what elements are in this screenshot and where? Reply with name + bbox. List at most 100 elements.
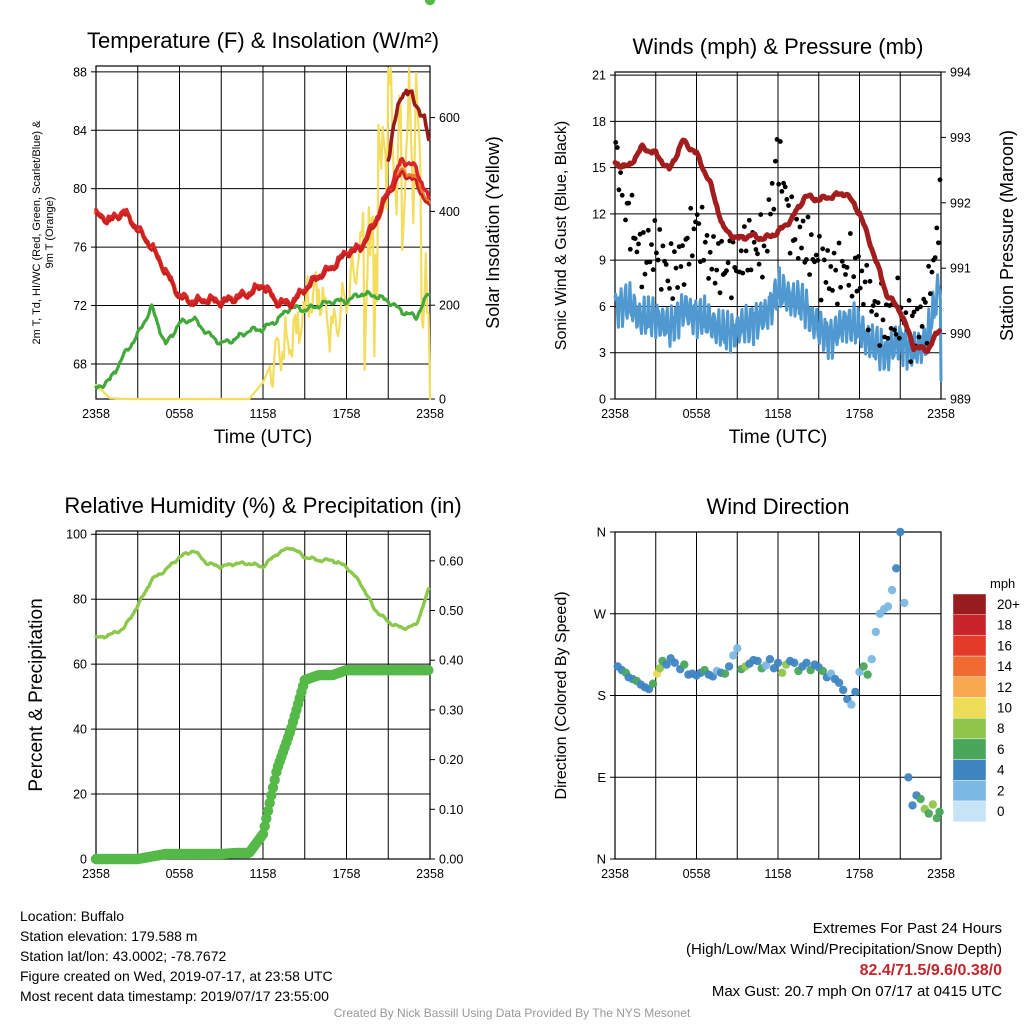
x-axis-label: Time (UTC) [214, 427, 313, 448]
x-tick-label: 0558 [683, 867, 711, 881]
x-tick-label: 1158 [250, 867, 277, 881]
gust-point [667, 286, 672, 291]
gust-point [740, 270, 746, 276]
gust-point [926, 263, 931, 269]
y-tick-label: 60 [73, 658, 87, 672]
gust-point [875, 300, 881, 306]
gust-point [776, 181, 782, 187]
direction-point [887, 585, 897, 595]
wind-direction-panel: 2358 0558 1158 1758 2358 Wind Direction N E S W N D… [553, 494, 1020, 881]
y2-tick-label: 992 [950, 196, 971, 210]
x-tick-label: 1758 [846, 407, 874, 421]
gust-point [830, 288, 835, 293]
direction-point [904, 773, 913, 782]
direction-point [883, 602, 893, 611]
legend-label: 10 [997, 701, 1012, 716]
gust-point [707, 249, 713, 255]
gust-point [820, 246, 826, 252]
gust-point [795, 256, 801, 261]
legend-swatch [952, 738, 987, 760]
direction-point [935, 807, 944, 816]
legend-swatch [952, 800, 987, 822]
x-axis-label: Time (UTC) [729, 427, 828, 448]
gust-point [786, 203, 791, 208]
gust-point [800, 218, 806, 224]
y-tick-label: 0 [599, 393, 606, 407]
y2-tick-label: 0.50 [439, 604, 463, 618]
gust-point [934, 225, 940, 231]
gust-point [665, 278, 671, 284]
station-info: Location: Buffalo Station elevation: 179… [20, 906, 333, 1006]
extremes-title: Extremes For Past 24 Hours [812, 920, 1002, 937]
gust-point [874, 312, 879, 318]
direction-point [765, 655, 775, 664]
gust-point [689, 253, 695, 259]
gust-point [645, 227, 651, 233]
y2-tick-label: 200 [439, 299, 460, 313]
y-tick-label: S [597, 688, 606, 703]
legend-label: 4 [997, 763, 1005, 778]
y-tick-label: 76 [73, 241, 87, 255]
extremes-box: Extremes For Past 24 Hours (High/Low/Max… [686, 918, 1002, 1002]
gust-point [764, 248, 770, 254]
gust-point [714, 267, 720, 273]
gust-point [694, 212, 700, 218]
gust-point [923, 300, 928, 305]
direction-point [851, 687, 860, 697]
direction-point [908, 801, 917, 810]
gust-point [652, 218, 658, 223]
gust-point [792, 237, 798, 242]
y-tick-label: N [597, 525, 606, 540]
gust-point [880, 317, 886, 323]
gust-point [641, 230, 646, 235]
legend-label: 14 [997, 659, 1013, 674]
direction-point [924, 809, 933, 818]
gust-point [743, 248, 749, 254]
x-tick-label: 2358 [927, 867, 955, 881]
gust-point [650, 267, 656, 273]
gust-point [680, 243, 685, 249]
y2-axis-label: Solar Insolation (Yellow) [483, 136, 503, 328]
direction-point [867, 655, 876, 664]
gust-point [709, 266, 715, 272]
gust-point [846, 282, 852, 288]
legend-label: 18 [997, 618, 1012, 633]
gust-point [729, 295, 734, 301]
gust-point [895, 275, 901, 281]
direction-point [834, 678, 844, 687]
extremes-subtitle: (High/Low/Max Wind/Precipitation/Snow De… [686, 941, 1002, 958]
y-tick-label: 68 [73, 357, 87, 371]
precip-point [424, 0, 436, 6]
y-tick-label: 100 [66, 528, 87, 542]
dewpoint-line [94, 289, 431, 390]
gust-point [699, 204, 705, 210]
x-tick-label: 0558 [166, 867, 194, 881]
gust-point [821, 257, 827, 263]
gust-point [751, 239, 757, 245]
gust-point [804, 257, 809, 262]
gust-point [936, 240, 941, 246]
x-tick-label: 1158 [250, 407, 277, 421]
gust-point [929, 269, 935, 275]
gust-point [779, 189, 785, 194]
y-tick-label: 40 [73, 723, 87, 737]
gust-point [642, 271, 648, 277]
gust-point [616, 187, 622, 193]
gust-point [614, 145, 620, 150]
gust-point [627, 246, 633, 252]
gust-point [760, 274, 765, 280]
temperature-panel: 2358 0558 1158 1758 2358 Temperature (F) & In… [31, 28, 503, 448]
gust-point [746, 217, 752, 223]
legend-swatch [952, 614, 987, 636]
y2-tick-label: 990 [950, 327, 971, 341]
x-tick-label: 1158 [765, 867, 792, 881]
x-tick-label: 1158 [765, 407, 792, 421]
gust-point [761, 243, 767, 249]
y-tick-label: 88 [73, 65, 87, 79]
direction-point [777, 668, 787, 677]
max-gust-text: Max Gust: 20.7 mph On 07/17 at 0415 UTC [711, 983, 1002, 1000]
x-tick-label: 1758 [333, 867, 361, 881]
gust-point [906, 298, 912, 303]
humidity-panel: 2358 0558 1158 1758 2358 Relative Humidity (%… [26, 0, 463, 881]
